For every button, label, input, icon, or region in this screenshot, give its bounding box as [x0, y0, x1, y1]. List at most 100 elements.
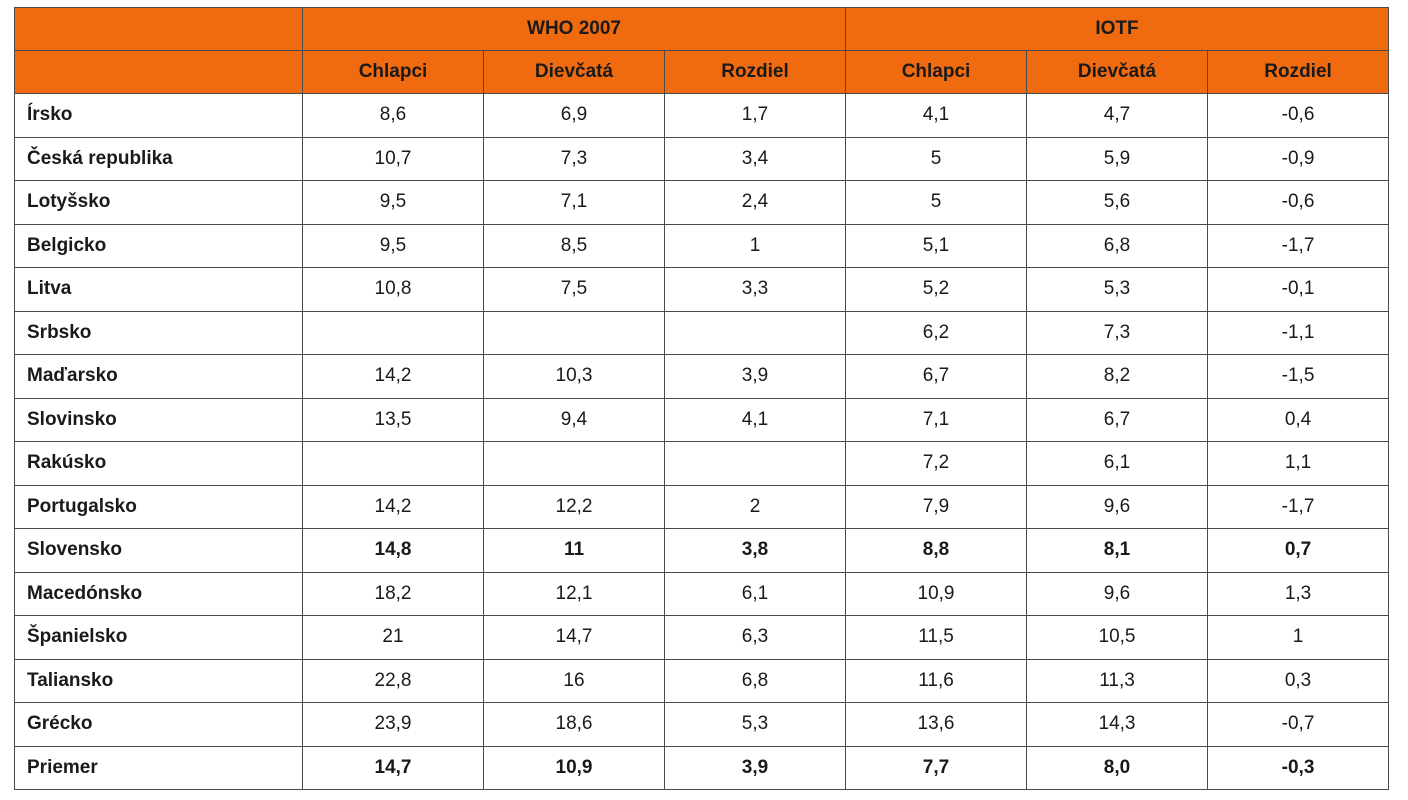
country-cell: Priemer — [14, 745, 303, 790]
subheader-who-difference: Rozdiel — [663, 50, 847, 94]
country-cell: Česká republika — [14, 136, 303, 181]
country-cell: Portugalsko — [14, 484, 303, 529]
value-cell: 14,7 — [302, 745, 484, 790]
table-row: Grécko 23,9 18,6 5,3 13,6 14,3 -0,7 — [14, 702, 1390, 747]
value-cell: 4,1 — [845, 93, 1028, 138]
table-row: Slovinsko 13,5 9,4 4,1 7,1 6,7 0,4 — [14, 397, 1390, 442]
country-cell: Maďarsko — [14, 354, 303, 399]
header-group-who: WHO 2007 — [301, 7, 847, 51]
value-cell: 1 — [1207, 615, 1390, 660]
value-cell: 14,7 — [483, 615, 665, 660]
value-cell: -0,1 — [1207, 267, 1390, 312]
country-cell: Taliansko — [14, 658, 303, 703]
header-subheader-row: Chlapci Dievčatá Rozdiel Chlapci Dievčat… — [14, 50, 1390, 94]
subheader-who-girls: Dievčatá — [483, 50, 665, 94]
value-cell: -1,1 — [1207, 310, 1390, 355]
value-cell: 6,2 — [845, 310, 1028, 355]
obesity-prevalence-table: WHO 2007 IOTF Chlapci Dievčatá Rozdiel C… — [14, 7, 1390, 790]
value-cell: 3,9 — [663, 745, 847, 790]
value-cell: -0,6 — [1207, 180, 1390, 225]
value-cell: 13,5 — [302, 397, 484, 442]
value-cell: 9,5 — [302, 223, 484, 268]
table-row: Rakúsko 7,2 6,1 1,1 — [14, 441, 1390, 486]
subheader-iotf-difference: Rozdiel — [1207, 50, 1390, 94]
table-row: Česká republika 10,7 7,3 3,4 5 5,9 -0,9 — [14, 136, 1390, 181]
value-cell: 18,2 — [302, 571, 484, 616]
table-body: Írsko 8,6 6,9 1,7 4,1 4,7 -0,6 Česká republika 1… — [14, 93, 1390, 790]
country-cell: Španielsko — [14, 615, 303, 660]
value-cell: 7,1 — [483, 180, 665, 225]
value-cell: 14,8 — [302, 528, 484, 573]
value-cell: 18,6 — [483, 702, 665, 747]
value-cell: 8,2 — [1026, 354, 1209, 399]
value-cell: 9,5 — [302, 180, 484, 225]
value-cell: 8,6 — [302, 93, 484, 138]
header-corner-cell-lower — [14, 50, 303, 94]
value-cell: 6,7 — [1026, 397, 1209, 442]
value-cell: 9,4 — [483, 397, 665, 442]
value-cell: 7,1 — [845, 397, 1028, 442]
value-cell: 12,2 — [483, 484, 665, 529]
value-cell: 1,7 — [663, 93, 847, 138]
value-cell — [663, 441, 847, 486]
value-cell: -0,6 — [1207, 93, 1390, 138]
value-cell: 5,9 — [1026, 136, 1209, 181]
value-cell: 6,9 — [483, 93, 665, 138]
table-row: Srbsko 6,2 7,3 -1,1 — [14, 310, 1390, 355]
header-group-iotf: IOTF — [845, 7, 1390, 51]
country-cell: Macedónsko — [14, 571, 303, 616]
value-cell: -1,5 — [1207, 354, 1390, 399]
value-cell: 0,7 — [1207, 528, 1390, 573]
table-row: Maďarsko 14,2 10,3 3,9 6,7 8,2 -1,5 — [14, 354, 1390, 399]
value-cell: 10,8 — [302, 267, 484, 312]
value-cell: 16 — [483, 658, 665, 703]
value-cell: 7,2 — [845, 441, 1028, 486]
value-cell: 23,9 — [302, 702, 484, 747]
table-row: Lotyšsko 9,5 7,1 2,4 5 5,6 -0,6 — [14, 180, 1390, 225]
value-cell: 10,5 — [1026, 615, 1209, 660]
value-cell: 5,1 — [845, 223, 1028, 268]
value-cell: 10,9 — [483, 745, 665, 790]
country-cell: Slovinsko — [14, 397, 303, 442]
value-cell — [302, 441, 484, 486]
value-cell: 6,7 — [845, 354, 1028, 399]
table-row: Portugalsko 14,2 12,2 2 7,9 9,6 -1,7 — [14, 484, 1390, 529]
value-cell: 6,8 — [1026, 223, 1209, 268]
value-cell: 22,8 — [302, 658, 484, 703]
value-cell: 0,3 — [1207, 658, 1390, 703]
value-cell: 7,3 — [483, 136, 665, 181]
value-cell: 14,2 — [302, 484, 484, 529]
value-cell: 7,7 — [845, 745, 1028, 790]
value-cell: 21 — [302, 615, 484, 660]
value-cell: 2 — [663, 484, 847, 529]
value-cell: 6,3 — [663, 615, 847, 660]
data-table-container: WHO 2007 IOTF Chlapci Dievčatá Rozdiel C… — [14, 7, 1390, 790]
value-cell — [483, 310, 665, 355]
value-cell: -0,9 — [1207, 136, 1390, 181]
subheader-iotf-boys: Chlapci — [845, 50, 1028, 94]
value-cell: 8,0 — [1026, 745, 1209, 790]
value-cell: 6,1 — [663, 571, 847, 616]
value-cell: 7,9 — [845, 484, 1028, 529]
value-cell: 8,5 — [483, 223, 665, 268]
value-cell: 0,4 — [1207, 397, 1390, 442]
country-cell: Slovensko — [14, 528, 303, 573]
value-cell: 5 — [845, 180, 1028, 225]
value-cell: 14,2 — [302, 354, 484, 399]
value-cell: 1,3 — [1207, 571, 1390, 616]
country-cell: Lotyšsko — [14, 180, 303, 225]
value-cell: 5,6 — [1026, 180, 1209, 225]
value-cell: 5,3 — [663, 702, 847, 747]
value-cell: 8,8 — [845, 528, 1028, 573]
value-cell: 1 — [663, 223, 847, 268]
table-row: Macedónsko 18,2 12,1 6,1 10,9 9,6 1,3 — [14, 571, 1390, 616]
table-row: Priemer 14,7 10,9 3,9 7,7 8,0 -0,3 — [14, 745, 1390, 790]
subheader-iotf-girls: Dievčatá — [1026, 50, 1209, 94]
value-cell: -0,7 — [1207, 702, 1390, 747]
table-row: Taliansko 22,8 16 6,8 11,6 11,3 0,3 — [14, 658, 1390, 703]
value-cell: 4,7 — [1026, 93, 1209, 138]
value-cell: 3,3 — [663, 267, 847, 312]
value-cell: 14,3 — [1026, 702, 1209, 747]
value-cell: 5,3 — [1026, 267, 1209, 312]
table-row: Litva 10,8 7,5 3,3 5,2 5,3 -0,1 — [14, 267, 1390, 312]
